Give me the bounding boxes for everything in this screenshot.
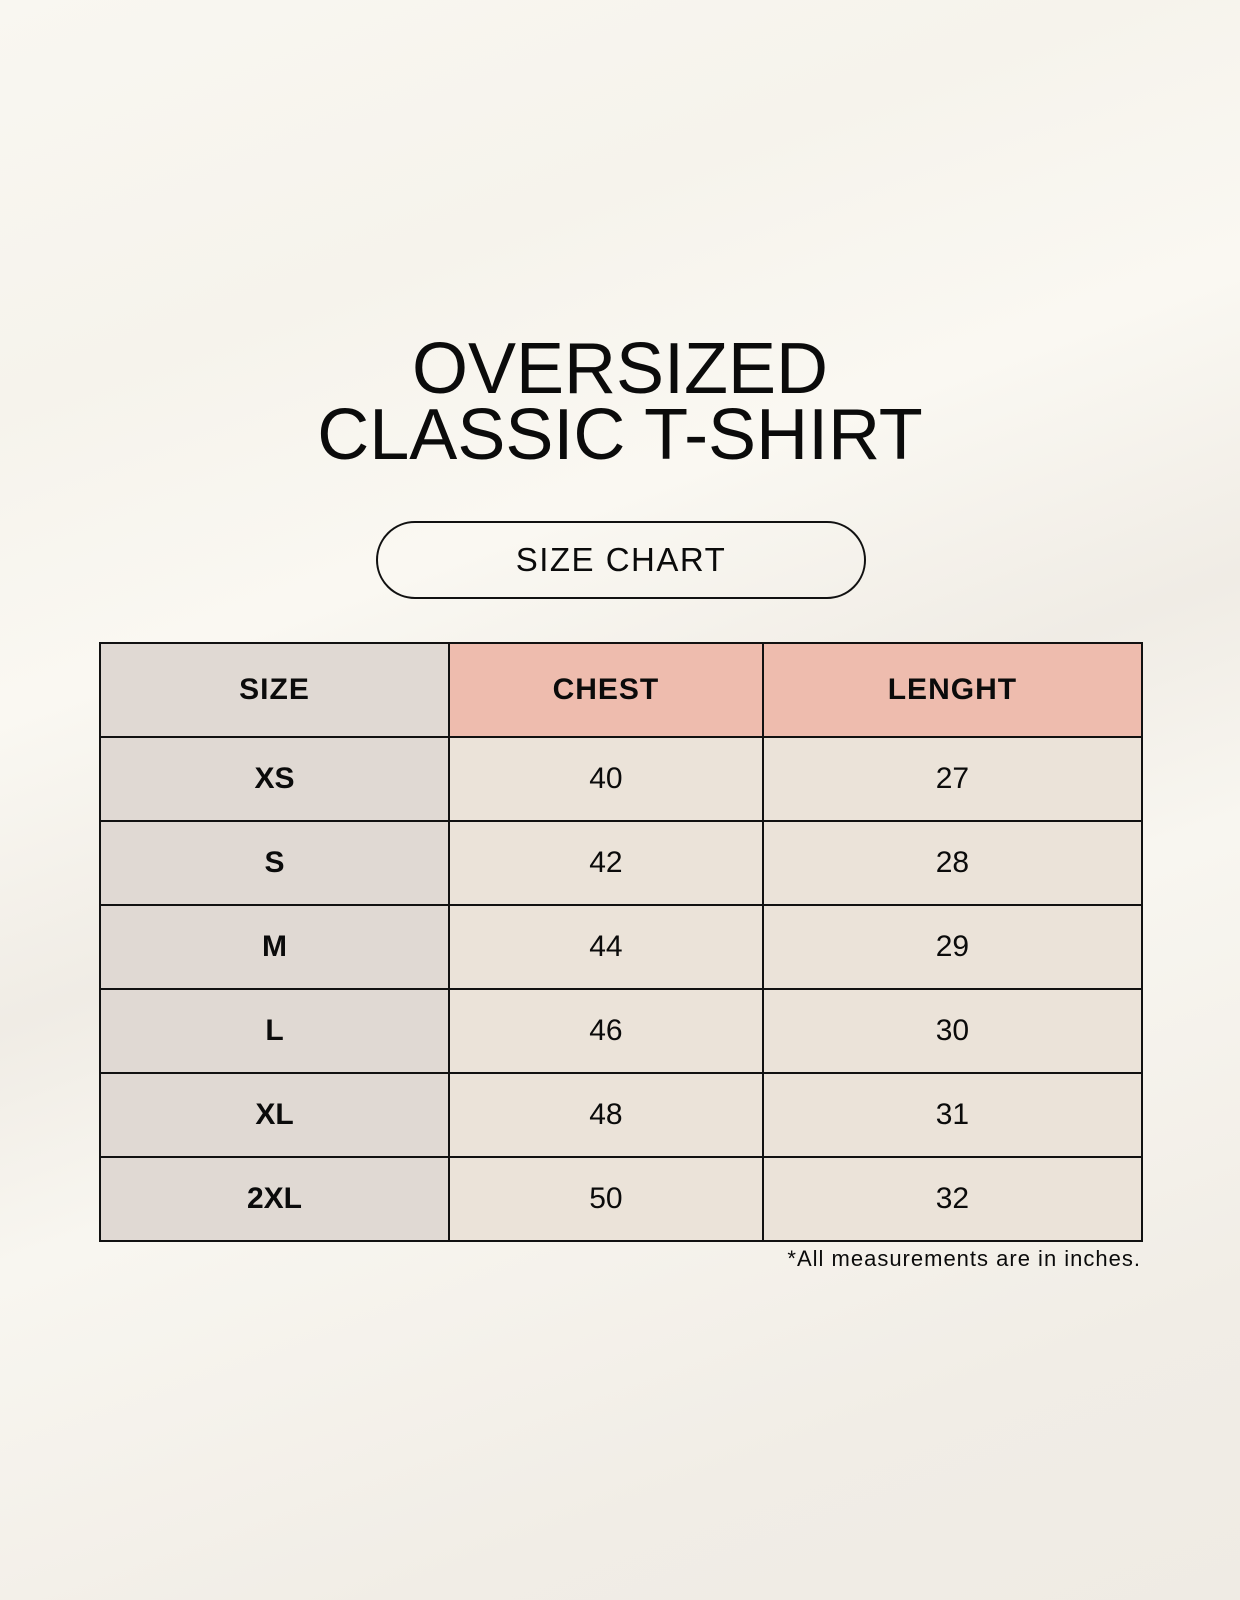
table-row: 2XL 50 32 <box>99 1156 1144 1242</box>
cell-length: 28 <box>761 820 1144 906</box>
cell-size: 2XL <box>99 1156 450 1242</box>
cell-chest: 50 <box>448 1156 764 1242</box>
cell-length: 27 <box>761 736 1144 822</box>
title-line-1: OVERSIZED <box>411 329 829 409</box>
footnote: *All measurements are in inches. <box>787 1246 1141 1271</box>
header-size: SIZE <box>99 642 450 738</box>
table-row: XS 40 27 <box>99 736 1144 822</box>
table-row: XL 48 31 <box>99 1072 1144 1158</box>
cell-size: S <box>99 820 450 906</box>
cell-length: 31 <box>761 1072 1144 1158</box>
cell-chest: 44 <box>448 904 764 990</box>
cell-length: 30 <box>761 988 1144 1074</box>
table-header-row: SIZE CHEST LENGHT <box>99 642 1144 738</box>
cell-size: L <box>99 988 450 1074</box>
cell-chest: 42 <box>448 820 764 906</box>
table-row: L 46 30 <box>99 988 1144 1074</box>
header-length: LENGHT <box>761 642 1144 738</box>
table-row: M 44 29 <box>99 904 1144 990</box>
cell-chest: 40 <box>448 736 764 822</box>
header-chest: CHEST <box>448 642 764 738</box>
page-title: OVERSIZED CLASSIC T-SHIRT <box>0 329 1240 475</box>
title-line-2: CLASSIC T-SHIRT <box>317 395 923 475</box>
cell-size: XL <box>99 1072 450 1158</box>
size-chart-badge: SIZE CHART <box>376 521 866 599</box>
cell-size: XS <box>99 736 450 822</box>
cell-length: 32 <box>761 1156 1144 1242</box>
cell-chest: 48 <box>448 1072 764 1158</box>
table-row: S 42 28 <box>99 820 1144 906</box>
cell-chest: 46 <box>448 988 764 1074</box>
cell-size: M <box>99 904 450 990</box>
cell-length: 29 <box>761 904 1144 990</box>
size-table: SIZE CHEST LENGHT XS 40 27 S 42 28 M 44 29 L 46 30 X… <box>99 642 1144 1242</box>
